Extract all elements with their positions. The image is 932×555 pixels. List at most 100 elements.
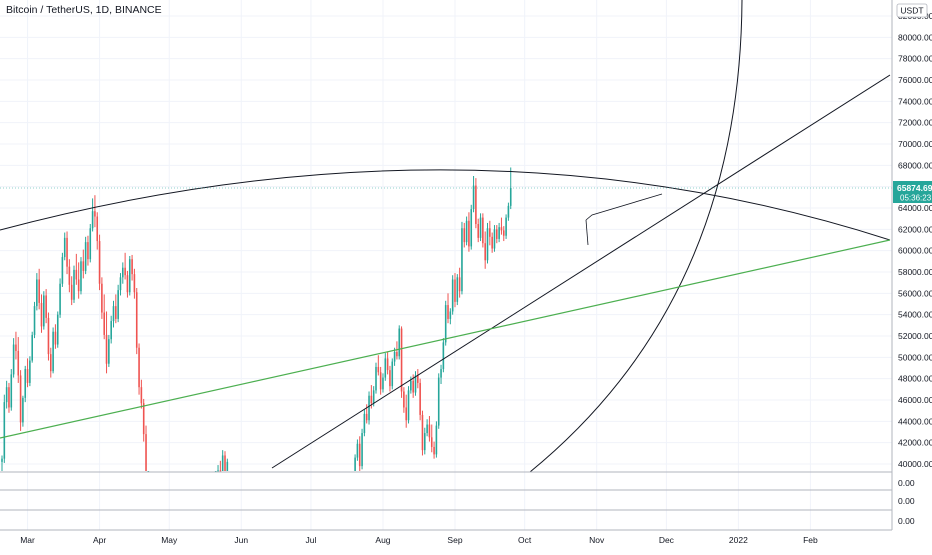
candle — [358, 436, 361, 471]
time-label: Dec — [659, 535, 675, 545]
candle — [3, 394, 6, 463]
candle — [498, 222, 500, 243]
candlestick-series — [1, 167, 512, 472]
candle — [84, 236, 87, 275]
candle — [417, 369, 419, 389]
candle — [482, 213, 484, 248]
candle — [73, 265, 75, 303]
candle — [486, 222, 489, 264]
bar-countdown: 05:36:23 — [900, 194, 932, 203]
candle — [54, 324, 57, 349]
candle — [396, 341, 398, 360]
candle — [407, 386, 410, 424]
candle — [56, 311, 59, 348]
candle — [449, 308, 452, 325]
candle — [140, 379, 143, 409]
candle — [124, 252, 126, 280]
pane-value: 0.00 — [898, 496, 915, 506]
symbol-title[interactable]: Bitcoin / TetherUS, 1D, BINANCE — [6, 4, 162, 16]
candle — [94, 195, 96, 228]
candle — [82, 249, 85, 279]
candle — [52, 327, 54, 374]
candle — [110, 315, 112, 344]
currency-badge — [896, 3, 928, 18]
time-label: Oct — [518, 535, 532, 545]
candle — [138, 343, 140, 395]
candle — [465, 216, 468, 246]
candle — [117, 284, 119, 323]
time-label: Feb — [803, 535, 818, 545]
candle — [391, 358, 394, 390]
candle — [386, 352, 389, 375]
candle — [361, 428, 363, 470]
time-label: Sep — [447, 535, 462, 545]
candle — [89, 224, 92, 263]
pane-value: 0.00 — [898, 516, 915, 526]
candle — [43, 291, 45, 330]
candle — [363, 409, 366, 437]
candle — [91, 198, 94, 232]
price-label: 72000.00 — [898, 118, 932, 128]
candle — [133, 268, 136, 299]
price-label: 78000.00 — [898, 54, 932, 64]
candle — [507, 202, 510, 221]
candle — [19, 370, 22, 431]
candle — [63, 232, 66, 261]
price-label: 68000.00 — [898, 160, 932, 170]
trend-drawings[interactable] — [0, 0, 892, 473]
candle — [31, 331, 33, 363]
price-label: 50000.00 — [898, 352, 932, 362]
price-label: 54000.00 — [898, 310, 932, 320]
candle — [112, 300, 115, 328]
candle — [500, 217, 503, 235]
candle — [442, 338, 445, 373]
candle — [45, 289, 47, 324]
candle — [398, 325, 401, 360]
candle — [101, 277, 103, 319]
candle — [379, 366, 382, 395]
candle — [475, 178, 477, 229]
candle — [70, 276, 73, 306]
candle — [128, 256, 131, 296]
candle — [505, 214, 507, 239]
time-axis[interactable]: Mar Apr May Jun Jul Aug Sep Oct Nov Dec 2022 Feb — [0, 529, 892, 545]
candle — [463, 222, 466, 248]
candle — [472, 176, 475, 213]
candle — [479, 213, 482, 242]
candle — [40, 294, 43, 333]
price-label: 48000.00 — [898, 374, 932, 384]
candle — [26, 358, 29, 388]
candle — [384, 353, 387, 381]
candle — [80, 257, 82, 295]
candle — [224, 451, 226, 471]
candle — [66, 231, 68, 275]
trend-line-green — [0, 239, 891, 439]
grid — [0, 0, 892, 530]
candle — [15, 331, 17, 360]
price-label: 52000.00 — [898, 331, 932, 341]
candle — [10, 369, 13, 411]
candle — [98, 234, 101, 291]
currency-label: USDT — [900, 6, 923, 16]
candle — [421, 410, 424, 456]
candle — [1, 455, 3, 471]
candle — [36, 273, 38, 311]
candle — [221, 450, 224, 471]
trend-line-rising — [271, 74, 891, 469]
candle — [489, 220, 491, 246]
candle — [403, 387, 405, 413]
current-price-tag — [893, 181, 932, 204]
candle — [131, 254, 133, 281]
price-axis[interactable]: 80000.00 78000.00 76000.00 74000.00 72000.00… — [891, 0, 932, 530]
time-label: Aug — [375, 535, 390, 545]
price-label: 40000.00 — [898, 459, 932, 469]
candle — [29, 356, 31, 387]
time-label: Nov — [589, 535, 605, 545]
price-label: 56000.00 — [898, 288, 932, 298]
arc-top — [0, 169, 891, 241]
candle — [115, 294, 117, 324]
candle — [24, 365, 27, 403]
price-label: 70000.00 — [898, 139, 932, 149]
